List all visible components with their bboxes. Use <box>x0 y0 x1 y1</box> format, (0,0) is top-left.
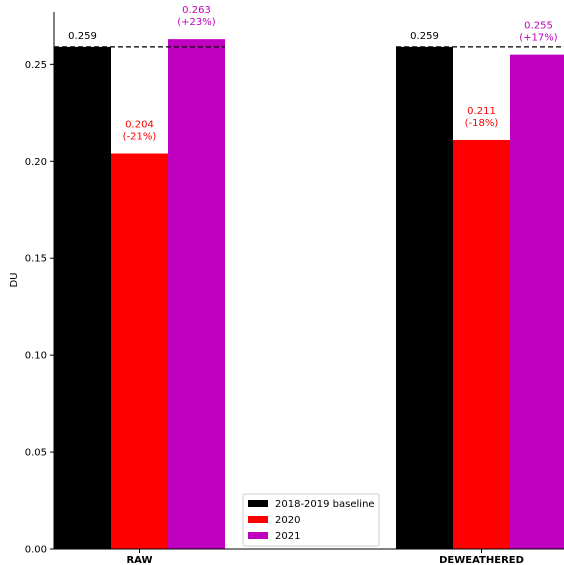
data-label-value: 0.204 <box>125 120 154 131</box>
legend-box <box>242 493 380 547</box>
legend: 2018-2019 baseline 2020 2021 <box>242 493 380 547</box>
data-labels-layer: 0.259 0.204(-21%) 0.263(+23%) 0.259 0.211(-1… <box>68 5 558 142</box>
data-label-change: (+23%) <box>177 17 216 28</box>
x-tick-label: DEWEATHERED <box>439 555 524 565</box>
y-ticks: 0.00 0.05 0.10 0.15 0.20 0.25 <box>25 60 54 556</box>
data-label-value: 0.255 <box>524 21 553 32</box>
data-label-value: 0.259 <box>410 31 439 42</box>
legend-label: 2020 <box>275 515 300 526</box>
legend-swatch <box>248 532 268 539</box>
legend-label: 2018-2019 baseline <box>275 499 375 510</box>
legend-swatch <box>248 516 268 523</box>
y-tick-label: 0.20 <box>25 157 47 168</box>
legend-label: 2021 <box>275 531 300 542</box>
bar-raw-1 <box>111 153 168 550</box>
bar-deweathered-2 <box>510 54 564 550</box>
y-tick-label: 0.10 <box>25 351 47 362</box>
legend-swatch <box>248 500 268 507</box>
bar-raw-0 <box>54 46 111 550</box>
y-tick-label: 0.25 <box>25 60 47 71</box>
bar-deweathered-1 <box>453 139 510 549</box>
x-tick-label: RAW <box>126 555 152 565</box>
bar-raw-2 <box>168 39 225 549</box>
y-axis-title: DU <box>9 272 20 287</box>
data-label-value: 0.263 <box>182 5 211 16</box>
x-ticks: RAW DEWEATHERED <box>126 549 524 565</box>
data-label-change: (+17%) <box>519 33 558 44</box>
y-tick-label: 0.00 <box>25 545 47 556</box>
y-tick-label: 0.05 <box>25 448 47 459</box>
bars-layer <box>54 39 564 550</box>
data-label-change: (-21%) <box>123 132 157 143</box>
data-label-value: 0.211 <box>467 106 496 117</box>
y-tick-label: 0.15 <box>25 254 47 265</box>
data-label-change: (-18%) <box>465 118 499 129</box>
data-label-value: 0.259 <box>68 31 97 42</box>
bar-deweathered-0 <box>396 46 453 550</box>
